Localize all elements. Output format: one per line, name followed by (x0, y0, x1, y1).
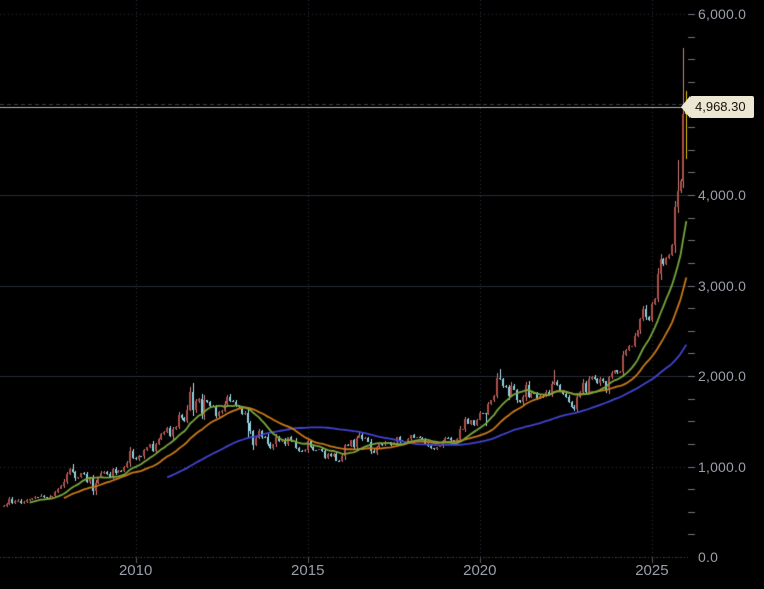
price-axis-label: 0.0 (698, 549, 719, 565)
time-axis-label: 2025 (635, 562, 669, 579)
last-price-tag: 4,968.30 (681, 96, 754, 118)
time-axis-label: 2015 (291, 562, 325, 579)
last-price-value: 4,968.30 (690, 96, 754, 118)
price-axis-label: 4,000.0 (698, 187, 747, 203)
price-axis-label: 2,000.0 (698, 368, 747, 384)
price-tag-arrow-icon (681, 96, 690, 118)
time-axis-label: 2010 (118, 562, 153, 579)
price-axis-label: 3,000.0 (698, 277, 747, 294)
price-axis-label: 1,000.0 (698, 458, 747, 475)
price-axis-label: 6,000.0 (698, 6, 747, 22)
time-axis-label: 2020 (463, 562, 497, 579)
